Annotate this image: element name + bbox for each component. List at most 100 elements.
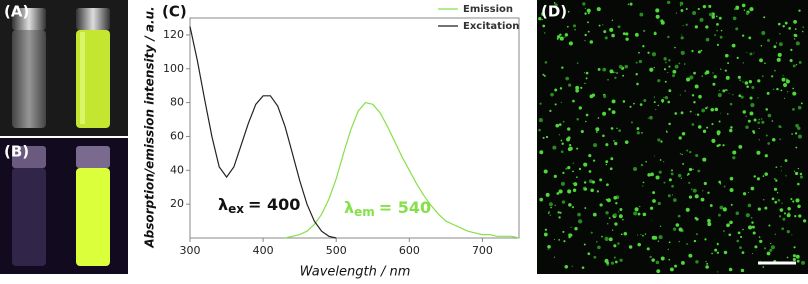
particle xyxy=(557,211,560,214)
particle xyxy=(780,166,782,168)
particle xyxy=(669,267,674,272)
particle xyxy=(660,140,663,143)
particle xyxy=(782,74,784,77)
particle xyxy=(758,236,761,238)
particle xyxy=(705,25,709,29)
particle xyxy=(572,188,577,192)
particle xyxy=(798,61,802,64)
particle xyxy=(568,41,573,46)
particle xyxy=(777,22,781,26)
particle xyxy=(797,105,802,110)
particle xyxy=(732,16,737,21)
x-tick-label: 700 xyxy=(472,244,493,257)
particle xyxy=(667,35,670,39)
particle xyxy=(543,32,546,34)
particle xyxy=(570,147,572,150)
particle xyxy=(588,179,593,184)
particle xyxy=(562,230,565,233)
particle xyxy=(798,9,801,12)
particle xyxy=(795,41,800,46)
particle xyxy=(705,265,709,269)
particle xyxy=(706,262,709,265)
particle xyxy=(773,177,776,180)
particle xyxy=(719,35,723,39)
particle xyxy=(554,103,557,106)
particle xyxy=(705,37,710,42)
particle xyxy=(613,71,615,74)
particle xyxy=(593,143,598,148)
particle xyxy=(679,1,684,6)
particle xyxy=(567,127,571,131)
particle xyxy=(636,127,640,131)
particle xyxy=(741,34,745,37)
particle xyxy=(576,147,579,150)
particle xyxy=(544,228,548,231)
particle xyxy=(732,156,736,160)
particle xyxy=(766,91,770,95)
particle xyxy=(610,127,614,130)
particle xyxy=(666,131,668,133)
particle xyxy=(585,120,587,123)
particle xyxy=(673,198,677,202)
particle xyxy=(785,175,787,177)
particle xyxy=(539,102,542,105)
particle xyxy=(737,75,741,79)
particle xyxy=(613,213,617,217)
y-axis-label: Absorption/emission intensity / a.u. xyxy=(143,6,157,248)
particle xyxy=(782,82,788,88)
particle xyxy=(704,238,707,241)
particle xyxy=(651,116,653,118)
particle xyxy=(761,120,765,124)
particle xyxy=(564,33,569,37)
particle xyxy=(565,76,570,81)
particle xyxy=(776,192,779,194)
particle xyxy=(674,64,679,69)
particle xyxy=(797,126,801,130)
particle xyxy=(668,258,671,261)
particle xyxy=(725,89,728,91)
particle xyxy=(619,258,623,262)
particle xyxy=(563,240,566,243)
particle xyxy=(802,219,807,223)
particle xyxy=(684,90,686,92)
particle xyxy=(585,77,588,80)
particle xyxy=(681,261,685,265)
annotation-text: = 400 xyxy=(248,195,300,214)
particle xyxy=(671,184,674,188)
particle xyxy=(730,203,733,206)
particle xyxy=(581,266,585,269)
vial xyxy=(12,168,46,266)
particle xyxy=(733,8,737,11)
particle xyxy=(585,71,589,75)
particle xyxy=(649,67,654,72)
particle xyxy=(539,197,544,202)
particle xyxy=(706,106,709,109)
particle xyxy=(657,138,661,142)
particle xyxy=(726,89,729,91)
particle xyxy=(724,69,727,72)
particle xyxy=(596,241,598,243)
particle xyxy=(736,239,740,243)
particle xyxy=(739,246,742,250)
particle xyxy=(680,36,684,40)
particle xyxy=(618,129,621,133)
particle xyxy=(543,74,546,77)
particle xyxy=(735,211,740,216)
particle xyxy=(787,91,789,93)
particle xyxy=(549,109,552,113)
particle xyxy=(664,80,667,83)
particle xyxy=(751,253,753,255)
particle xyxy=(694,25,698,29)
particle xyxy=(663,181,666,184)
particle xyxy=(558,216,561,219)
particle xyxy=(689,75,694,80)
particle xyxy=(633,102,635,105)
particle xyxy=(622,32,626,36)
particle xyxy=(570,226,572,228)
particle xyxy=(652,199,656,203)
particle xyxy=(577,212,581,217)
particle xyxy=(565,167,568,170)
particle xyxy=(762,75,764,77)
particle xyxy=(764,62,766,65)
particle xyxy=(779,208,784,212)
